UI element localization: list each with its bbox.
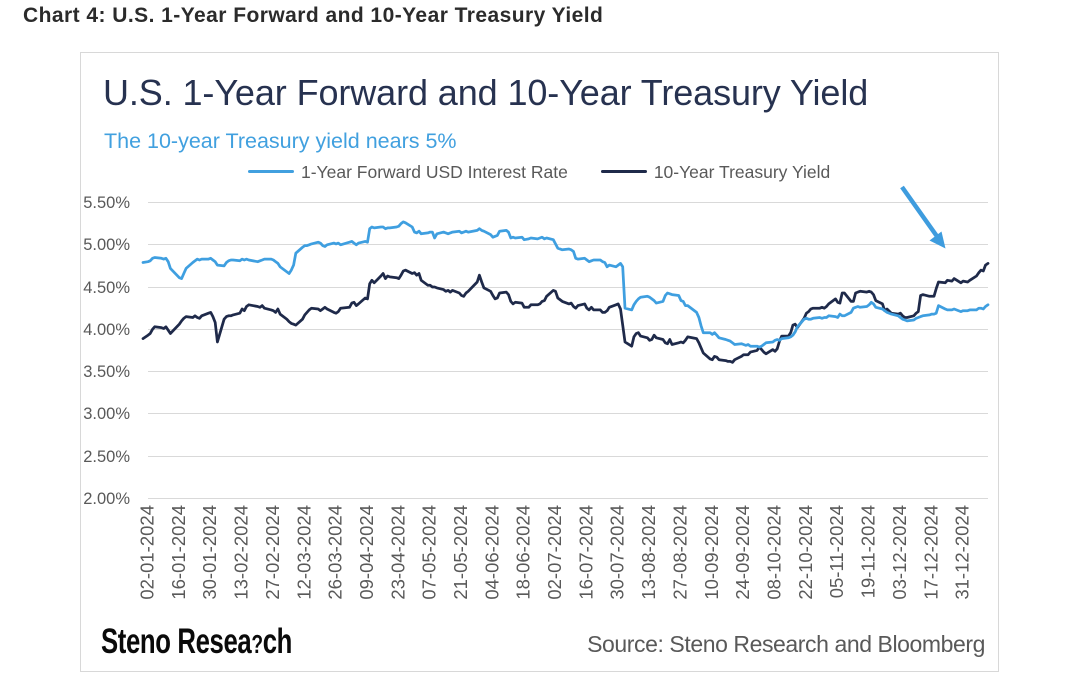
svg-text:21-05-2024: 21-05-2024 [450,505,471,600]
svg-text:2.50%: 2.50% [83,448,130,466]
svg-text:27-02-2024: 27-02-2024 [262,505,283,600]
svg-text:26-03-2024: 26-03-2024 [325,505,346,600]
svg-text:04-06-2024: 04-06-2024 [481,505,502,600]
svg-text:05-11-2024: 05-11-2024 [826,505,847,598]
svg-text:08-10-2024: 08-10-2024 [764,505,785,600]
svg-text:19-11-2024: 19-11-2024 [858,505,879,598]
svg-text:30-07-2024: 30-07-2024 [607,505,628,600]
svg-text:23-04-2024: 23-04-2024 [387,505,408,600]
svg-text:30-01-2024: 30-01-2024 [199,505,220,600]
svg-text:16-01-2024: 16-01-2024 [168,505,189,600]
svg-text:3.00%: 3.00% [83,405,130,423]
svg-text:09-04-2024: 09-04-2024 [356,505,377,600]
svg-text:31-12-2024: 31-12-2024 [952,505,973,600]
svg-text:24-09-2024: 24-09-2024 [732,505,753,600]
svg-text:10-09-2024: 10-09-2024 [701,505,722,600]
svg-text:4.00%: 4.00% [83,321,130,339]
svg-text:13-08-2024: 13-08-2024 [638,505,659,600]
svg-text:22-10-2024: 22-10-2024 [795,505,816,600]
svg-text:27-08-2024: 27-08-2024 [670,505,691,600]
svg-text:13-02-2024: 13-02-2024 [231,505,252,600]
svg-text:5.50%: 5.50% [83,194,130,212]
svg-text:12-03-2024: 12-03-2024 [293,505,314,600]
svg-text:02-01-2024: 02-01-2024 [137,505,158,600]
svg-text:3.50%: 3.50% [83,363,130,381]
svg-text:5.00%: 5.00% [83,236,130,254]
svg-text:03-12-2024: 03-12-2024 [889,505,910,600]
svg-text:17-12-2024: 17-12-2024 [920,505,941,600]
svg-text:4.50%: 4.50% [83,279,130,297]
svg-text:07-05-2024: 07-05-2024 [419,505,440,600]
svg-text:02-07-2024: 02-07-2024 [544,505,565,600]
svg-text:16-07-2024: 16-07-2024 [575,505,596,600]
svg-text:18-06-2024: 18-06-2024 [513,505,534,600]
svg-text:2.00%: 2.00% [83,490,130,508]
